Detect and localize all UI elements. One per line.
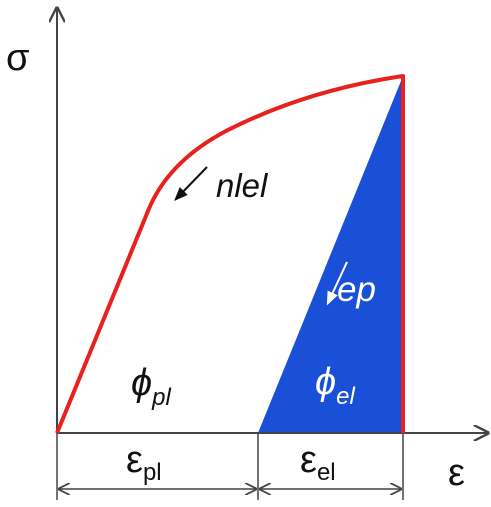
y-axis-label: σ — [6, 37, 29, 79]
stress-strain-curve — [55, 74, 405, 434]
ep-label: ep — [337, 270, 376, 309]
elastic-energy-region — [258, 76, 403, 433]
phi-el-label: ϕel — [315, 361, 355, 410]
nlel-arrow — [174, 166, 208, 202]
ep-arrow — [326, 261, 348, 306]
phi-pl-label: ϕpl — [131, 362, 171, 411]
x-axis-label: ε — [448, 452, 465, 494]
eps-el-label: εel — [300, 439, 336, 486]
eps-pl-label: εpl — [126, 439, 162, 486]
nlel-label: nlel — [216, 167, 269, 204]
